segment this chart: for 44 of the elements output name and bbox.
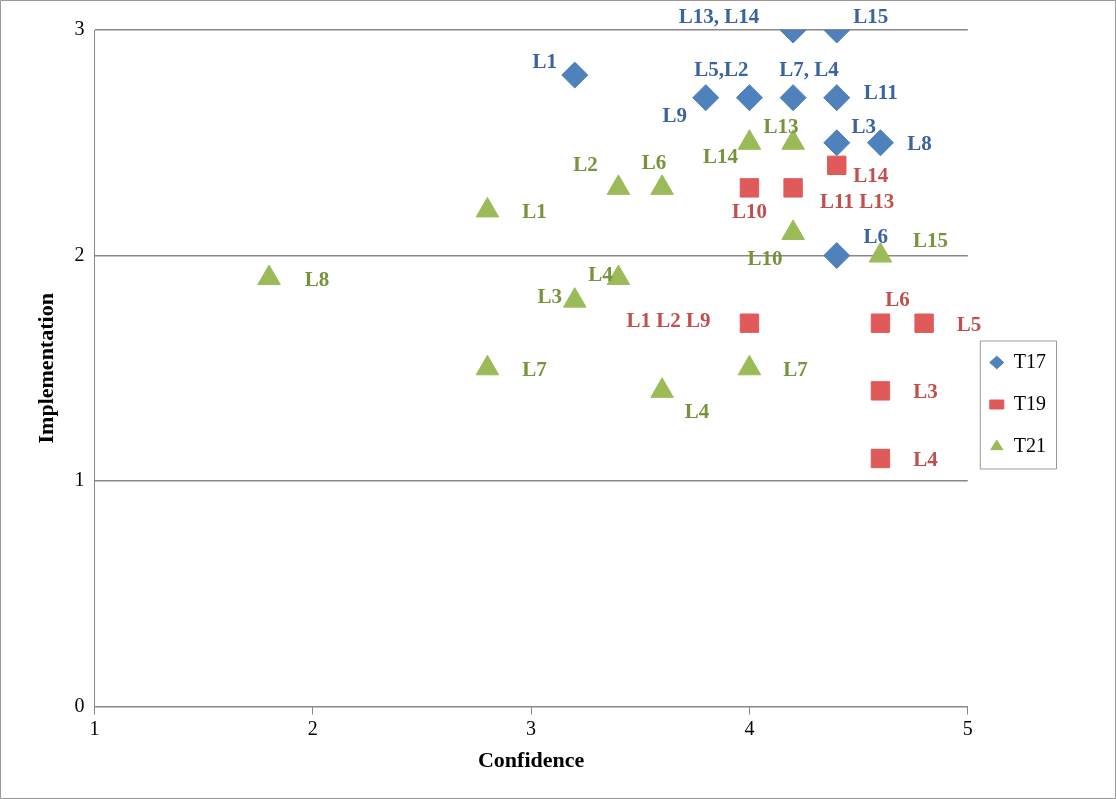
y-tick-label: 1 xyxy=(74,468,85,491)
annotation: L1 xyxy=(532,48,558,73)
x-axis-title: Confidence xyxy=(477,747,585,773)
y-tick-label: 2 xyxy=(74,242,85,265)
annotation: L3 xyxy=(913,379,938,404)
annotation: L4 xyxy=(588,261,614,286)
annotation: L7 xyxy=(783,356,808,381)
annotation: L8 xyxy=(907,131,932,156)
annotation: L14 xyxy=(853,162,889,187)
annotation: L13 xyxy=(763,114,799,139)
annotation: L10 xyxy=(731,199,767,224)
annotation: L3 xyxy=(851,114,877,139)
annotation: L7, L4 xyxy=(779,57,840,82)
annotation: L6 xyxy=(885,286,910,311)
y-tick-label: 3 xyxy=(74,17,85,40)
annotation: L14 xyxy=(702,144,739,169)
legend-label: T19 xyxy=(1013,391,1046,414)
annotation: L5 xyxy=(956,311,982,336)
annotation: L4 xyxy=(913,446,939,471)
annotation: L9 xyxy=(662,103,688,128)
annotation: L4 xyxy=(684,399,710,424)
annotation: L2 xyxy=(573,152,598,177)
annotation: L5,L2 xyxy=(694,57,749,82)
annotation: L7 xyxy=(522,356,547,381)
y-axis-title: Implementation xyxy=(32,293,58,444)
annotation: L6 xyxy=(641,150,667,175)
annotation: L15 xyxy=(912,227,948,252)
annotation: L13, L14 xyxy=(678,4,760,29)
annotation: L1 L2 L9 xyxy=(626,307,711,332)
legend-label: T17 xyxy=(1013,349,1046,372)
annotation: L11 xyxy=(863,80,898,105)
annotation: L15 xyxy=(853,4,889,29)
x-tick-label: 4 xyxy=(744,716,755,739)
legend-label: T21 xyxy=(1013,433,1046,456)
annotation: L3 xyxy=(537,284,563,309)
annotation: L6 xyxy=(863,223,889,248)
x-tick-label: 2 xyxy=(307,716,318,739)
x-tick-label: 3 xyxy=(526,716,537,739)
x-tick-label: 5 xyxy=(962,716,973,739)
y-tick-label: 0 xyxy=(74,693,85,716)
annotation: L11 L13 xyxy=(820,189,895,214)
annotation: L8 xyxy=(304,266,330,291)
annotation: L1 xyxy=(522,198,547,223)
x-tick-label: 1 xyxy=(89,716,100,739)
